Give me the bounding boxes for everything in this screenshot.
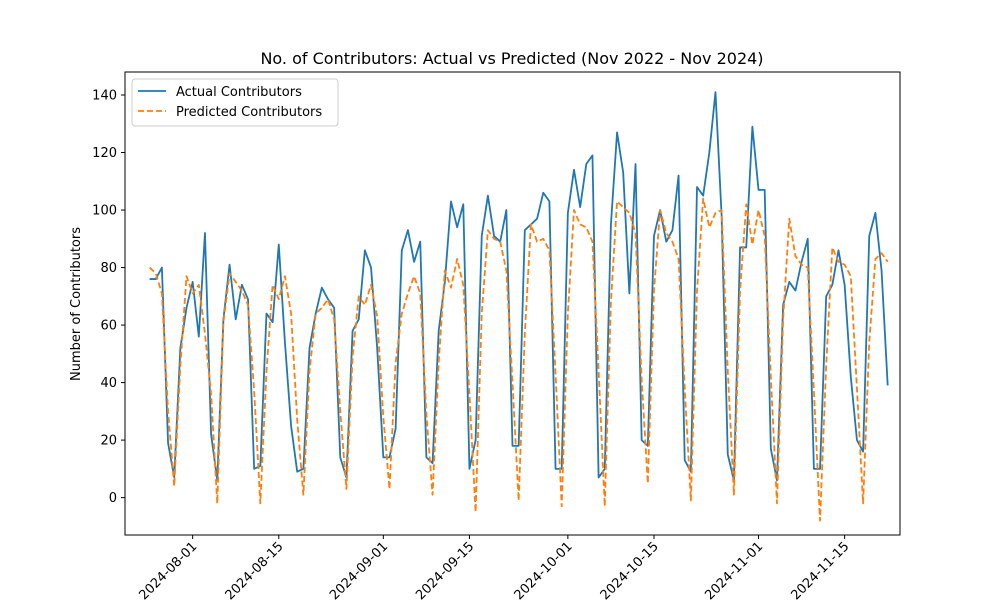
legend-label-actual: Actual Contributors (176, 85, 302, 100)
y-tick-label: 0 (109, 491, 117, 506)
legend-box (131, 78, 339, 127)
chart-title: No. of Contributors: Actual vs Predicted… (260, 49, 763, 68)
y-tick-label: 60 (100, 319, 117, 334)
y-tick-label: 80 (100, 261, 117, 276)
legend: Actual Contributors Predicted Contributor… (131, 78, 339, 127)
legend-label-predicted: Predicted Contributors (176, 105, 322, 120)
y-tick-label: 100 (92, 204, 117, 219)
plot-frame (124, 71, 901, 536)
plot-area (148, 91, 889, 522)
y-tick-label: 20 (100, 434, 117, 449)
y-tick-label: 120 (92, 146, 117, 161)
series-line-actual (149, 91, 889, 482)
y-tick-label: 140 (92, 89, 117, 104)
y-tick-label: 40 (100, 376, 117, 391)
y-axis-label: Number of Contributors (69, 227, 84, 381)
